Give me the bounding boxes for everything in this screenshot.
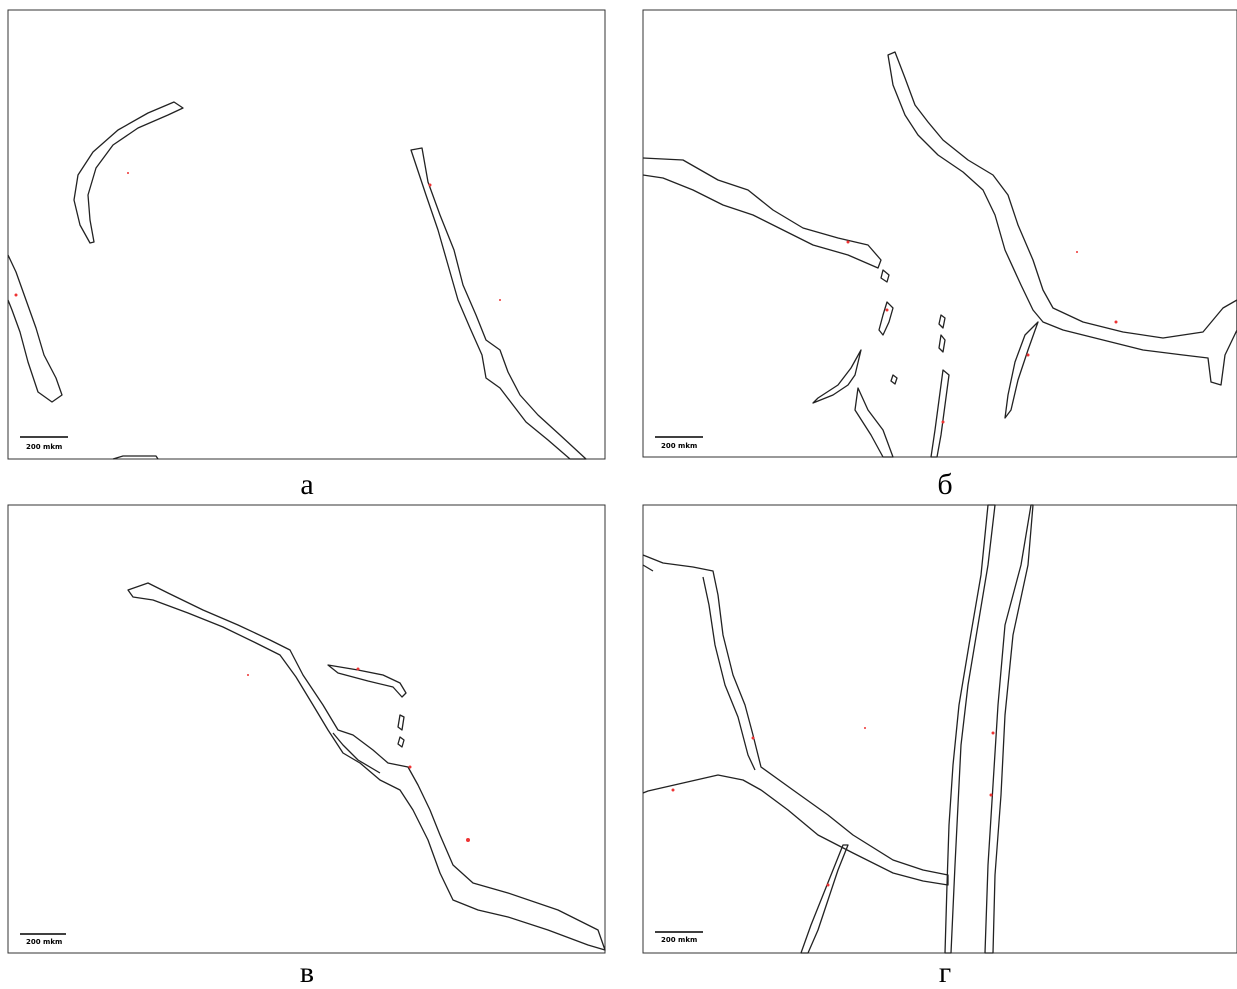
marker <box>942 421 945 424</box>
marker <box>357 668 360 671</box>
figure: 200 mkm а 200 mkm б 200 mkm в <box>0 0 1237 989</box>
panel-frame <box>8 505 605 953</box>
panel-frame <box>643 505 1237 953</box>
marker <box>992 732 995 735</box>
marker <box>1076 251 1078 253</box>
marker <box>499 299 501 301</box>
scale-bar-label: 200 mkm <box>661 936 697 944</box>
marker <box>886 309 889 312</box>
marker <box>409 766 412 769</box>
panel-label: б <box>937 468 952 501</box>
scale-bar-label: 200 mkm <box>26 938 62 946</box>
panel-label: в <box>300 956 314 989</box>
page: 200 mkm а 200 mkm б 200 mkm в <box>0 0 1237 989</box>
marker <box>990 794 993 797</box>
marker <box>864 727 866 729</box>
marker <box>127 172 129 174</box>
panel-label: г <box>939 956 951 989</box>
marker <box>1027 354 1030 357</box>
panel-frame <box>8 10 605 459</box>
marker <box>466 838 470 842</box>
panel: 200 mkm <box>8 10 605 459</box>
marker <box>247 674 249 676</box>
panel: 200 mkm <box>643 10 1237 457</box>
scale-bar-label: 200 mkm <box>661 442 697 450</box>
panel: 200 mkm <box>643 505 1237 953</box>
scale-bar-label: 200 mkm <box>26 443 62 451</box>
panel-label: а <box>300 468 313 501</box>
marker <box>827 884 830 887</box>
marker <box>847 241 850 244</box>
marker <box>429 184 432 187</box>
marker <box>15 294 18 297</box>
marker <box>672 789 675 792</box>
marker <box>1115 321 1118 324</box>
marker <box>752 737 755 740</box>
panel: 200 mkm <box>8 505 605 953</box>
